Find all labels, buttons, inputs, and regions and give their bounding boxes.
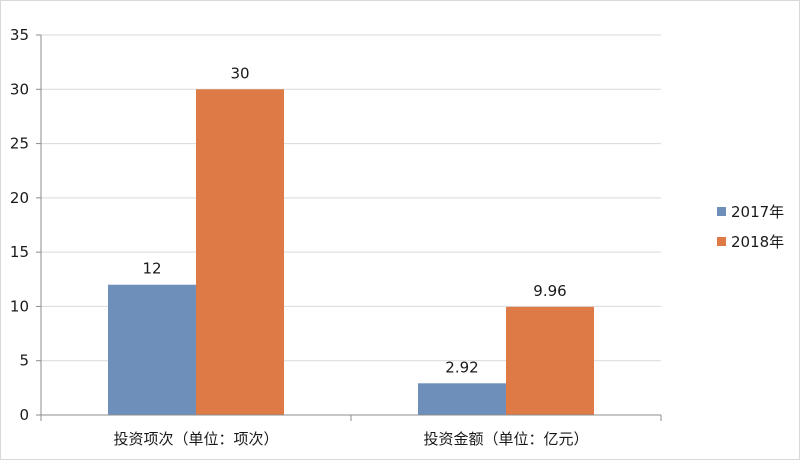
data-label: 12: [142, 260, 161, 278]
bar: [418, 383, 506, 415]
y-tick-label: 35: [10, 26, 29, 44]
data-label: 2.92: [445, 358, 478, 376]
data-label: 30: [230, 64, 249, 82]
bar: [108, 284, 196, 415]
y-tick-label: 5: [19, 352, 29, 370]
legend-label: 2017年: [731, 203, 784, 221]
x-tick-label: 投资金额（单位：亿元）: [423, 430, 588, 448]
y-tick-label: 15: [10, 243, 29, 261]
y-tick-label: 30: [10, 80, 29, 98]
axes: 0 5 10 15 20 25 30 35 投资项次（单位：项次） 投资金额（单位：亿元）: [10, 26, 662, 448]
bar: [196, 89, 284, 416]
legend-swatch: [717, 237, 726, 246]
bar: [506, 306, 594, 415]
legend-swatch: [717, 207, 726, 216]
data-labels: 12 2.92 30 9.96: [142, 64, 566, 376]
y-tick-label: 0: [19, 406, 29, 424]
legend: 2017年 2018年: [717, 203, 784, 251]
y-tick-label: 10: [10, 297, 29, 315]
x-tick-label: 投资项次（单位：项次）: [113, 430, 278, 448]
data-label: 9.96: [533, 282, 566, 300]
y-tick-label: 25: [10, 135, 29, 153]
y-tick-label: 20: [10, 189, 29, 207]
bars: [108, 89, 594, 416]
legend-label: 2018年: [731, 233, 784, 251]
